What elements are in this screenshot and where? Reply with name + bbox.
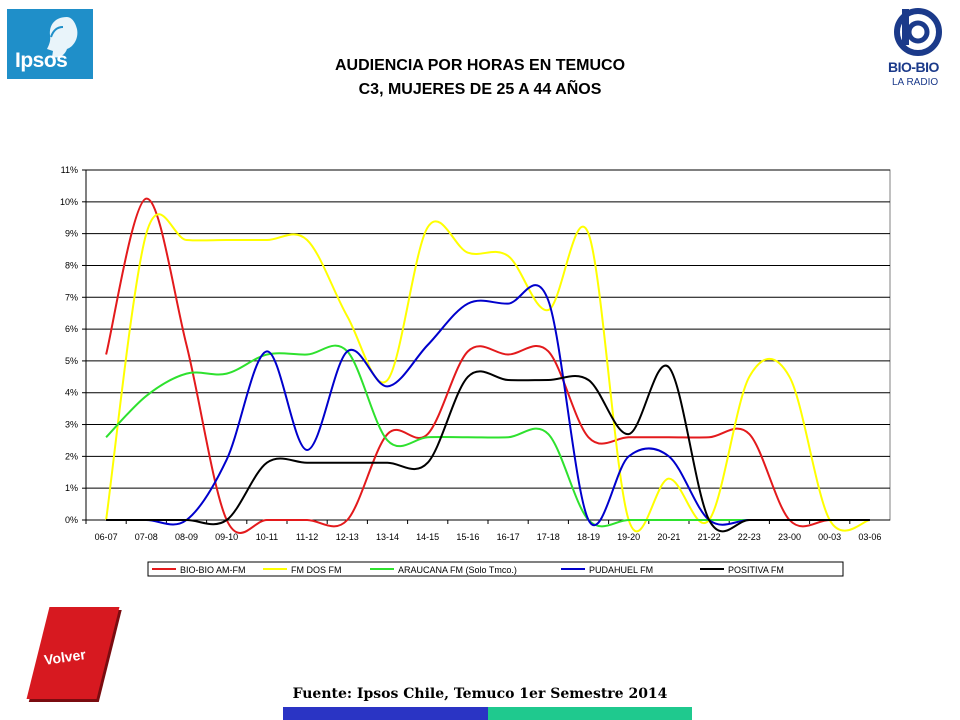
legend-label-1: BIO-BIO AM-FM <box>180 565 246 575</box>
x-tick-label: 13-14 <box>376 532 399 542</box>
y-tick-label: 11% <box>61 165 78 175</box>
legend-label-3: ARAUCANA FM (Solo Tmco.) <box>398 565 517 575</box>
x-tick-label: 23-00 <box>778 532 801 542</box>
x-tick-label: 06-07 <box>95 532 118 542</box>
page-title: AUDIENCIA POR HORAS EN TEMUCO <box>334 57 626 74</box>
x-tick-label: 20-21 <box>657 532 680 542</box>
y-tick-label: 4% <box>65 388 78 398</box>
biobio-logo-name: BIO-BIO <box>888 59 939 75</box>
series-line-5 <box>106 364 870 533</box>
legend-label-5: POSITIVA FM <box>728 565 784 575</box>
legend-box <box>147 561 844 577</box>
x-tick-label: 19-20 <box>617 532 640 542</box>
x-tick-label: 18-19 <box>577 532 600 542</box>
y-tick-label: 5% <box>65 356 78 366</box>
y-tick-label: 3% <box>65 420 78 430</box>
biobio-logo: BIO-BIO LA RADIO <box>888 6 948 96</box>
volver-button[interactable]: Volver <box>26 603 120 703</box>
x-tick-label: 10-11 <box>256 532 278 542</box>
x-tick-label: 17-18 <box>537 532 560 542</box>
x-tick-label: 16-17 <box>497 532 520 542</box>
legend-label-2: FM DOS FM <box>291 565 342 575</box>
y-tick-label: 10% <box>60 197 78 207</box>
x-tick-label: 11-12 <box>296 532 318 542</box>
x-tick-label: 00-03 <box>818 532 841 542</box>
x-tick-label: 15-16 <box>456 532 479 542</box>
x-tick-label: 14-15 <box>416 532 439 542</box>
footer-bar-blue <box>283 707 488 720</box>
page-subtitle: C3, MUJERES DE 25 A 44 AÑOS <box>358 81 602 98</box>
plot-area <box>85 169 891 521</box>
source-note: Fuente: Ipsos Chile, Temuco 1er Semestre… <box>292 686 668 702</box>
series-line-4 <box>106 284 870 527</box>
y-tick-label: 2% <box>65 451 78 461</box>
biobio-logo-sub: LA RADIO <box>892 77 939 88</box>
footer-bar-teal <box>488 707 692 720</box>
x-tick-label: 07-08 <box>135 532 158 542</box>
y-tick-label: 7% <box>65 292 78 302</box>
x-tick-label: 03-06 <box>858 532 881 542</box>
ipsos-logo-text: Ipsos <box>15 49 68 72</box>
legend-label-4: PUDAHUEL FM <box>589 565 653 575</box>
x-tick-label: 09-10 <box>215 532 238 542</box>
y-tick-label: 0% <box>65 515 78 525</box>
series-line-2 <box>105 213 871 533</box>
y-tick-label: 1% <box>65 483 78 493</box>
y-tick-label: 8% <box>65 260 78 270</box>
ipsos-logo: Ipsos <box>7 9 93 79</box>
x-tick-label: 08-09 <box>175 532 198 542</box>
x-tick-label: 12-13 <box>336 532 359 542</box>
x-tick-label: 21-22 <box>698 532 721 542</box>
x-tick-label: 22-23 <box>738 532 761 542</box>
y-tick-label: 6% <box>65 324 78 334</box>
y-tick-label: 9% <box>65 229 78 239</box>
